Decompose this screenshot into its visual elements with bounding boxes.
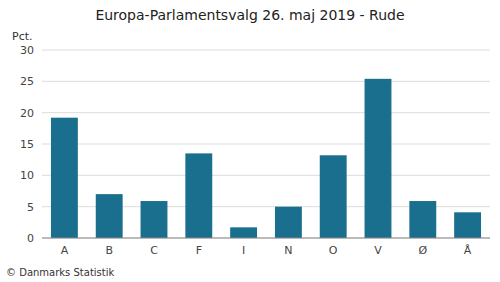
grid [42,50,490,238]
bar [51,118,78,238]
grid-line [42,112,490,113]
y-tick-label: 0 [27,232,34,245]
y-axis-label: Pct. [12,30,33,43]
bar [230,227,257,238]
x-tick-label: I [242,244,245,257]
y-tick-label: 10 [20,169,34,182]
y-tick-label: 5 [27,201,34,214]
bar [275,207,302,238]
bar [454,212,481,238]
x-tick-label: V [374,244,382,257]
bar [320,155,347,238]
x-tick-label: A [61,244,69,257]
grid-line [42,144,490,145]
x-tick-label: B [105,244,113,257]
chart: Europa-Parlamentsvalg 26. maj 2019 - Rud… [0,0,500,282]
x-tick-label: C [150,244,158,257]
bar [141,201,168,238]
x-tick-label: N [284,244,292,257]
footer: © Danmarks Statistik [6,267,115,278]
grid-line [42,175,490,176]
grid-line [42,50,490,51]
bar [96,194,123,238]
x-tick-label: Ø [418,244,427,257]
y-tick-label: 20 [20,107,34,120]
x-axis: ABCFINOVØÅ [61,244,472,257]
y-tick-label: 30 [20,44,34,57]
bar [365,79,392,238]
page: {"chart_data": {"type": "bar", "title": … [0,0,500,282]
y-axis: 0 5 10 15 20 25 30 [20,44,34,245]
y-tick-label: 25 [20,75,34,88]
x-tick-label: F [196,244,202,257]
grid-line [42,81,490,82]
bar [185,153,212,238]
bar [409,201,436,238]
x-tick-label: Å [464,244,472,257]
x-axis-line [42,238,490,239]
x-tick-label: O [329,244,338,257]
bars [51,79,481,238]
title: Europa-Parlamentsvalg 26. maj 2019 - Rud… [95,7,404,23]
grid-line [42,238,490,239]
y-tick-label: 15 [20,138,34,151]
chart-container: Europa-Parlamentsvalg 26. maj 2019 - Rud… [0,0,500,282]
